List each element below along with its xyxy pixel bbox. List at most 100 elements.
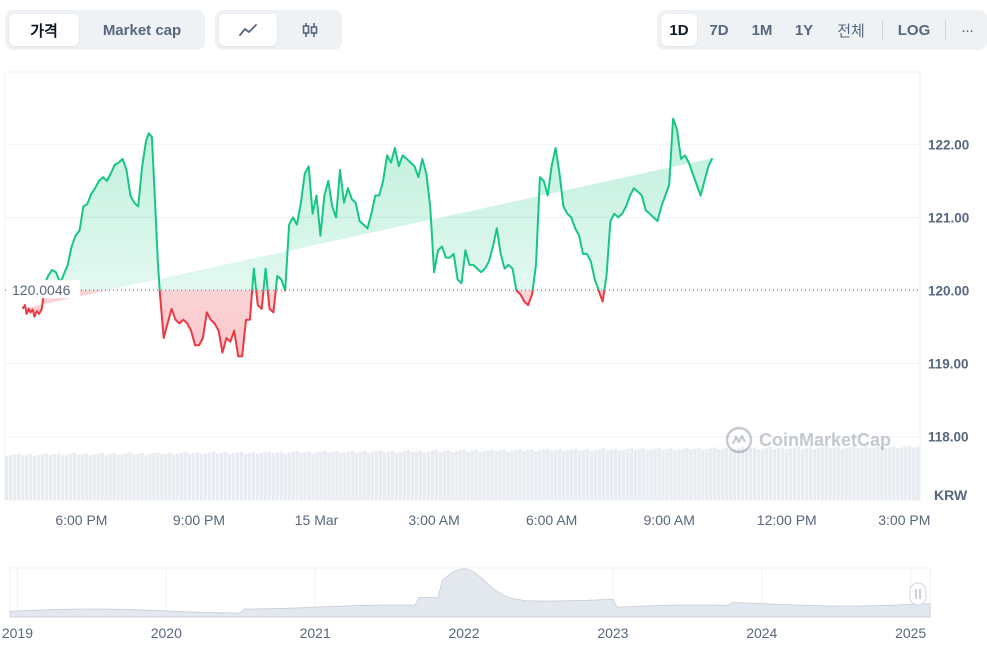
volume-bar <box>414 451 419 500</box>
volume-bar <box>438 451 443 500</box>
volume-bar <box>836 446 840 500</box>
volume-bar <box>323 450 327 500</box>
volume-bar <box>275 452 279 500</box>
volume-bar <box>506 451 510 500</box>
x-tick-label: 15 Mar <box>295 512 339 528</box>
volume-bar <box>653 448 657 500</box>
volume-bar <box>406 450 411 500</box>
volume-bar <box>188 454 192 500</box>
volume-bar <box>64 454 69 500</box>
tab-price[interactable]: 가격 <box>9 14 79 46</box>
volume-bar <box>888 447 892 500</box>
volume-bar <box>872 447 876 500</box>
volume-bar <box>498 450 502 500</box>
volume-bar <box>60 455 65 500</box>
volume-bar <box>900 447 904 500</box>
volume-bar <box>402 450 407 500</box>
volume-bar <box>633 450 637 500</box>
volume-bar <box>176 453 180 500</box>
volume-bar <box>128 452 132 500</box>
volume-bar <box>367 452 371 500</box>
range-1d[interactable]: 1D <box>661 14 697 46</box>
volume-bar <box>390 450 395 500</box>
volume-bar <box>780 447 785 500</box>
overview-navigator[interactable]: 2019 2020 2021 2022 2023 2024 2025 <box>0 560 987 645</box>
volume-bar <box>510 450 514 500</box>
volume-bar <box>168 452 172 500</box>
volume-bar <box>32 455 37 500</box>
volume-bar <box>12 454 17 500</box>
volume-bar <box>554 450 558 500</box>
volume-bar <box>725 447 729 500</box>
range-all[interactable]: 전체 <box>837 22 865 40</box>
volume-bar <box>136 453 140 500</box>
overview-x-tick-label: 2019 <box>2 625 33 641</box>
volume-bar <box>573 448 578 500</box>
volume-bar <box>299 453 303 500</box>
volume-bar <box>641 448 645 500</box>
volume-bar <box>207 452 212 500</box>
volume-bar <box>852 446 856 500</box>
baseline-label-bg <box>8 280 80 299</box>
candlestick-button[interactable] <box>281 14 338 46</box>
volume-bar <box>44 453 49 500</box>
x-tick-label: 12:00 PM <box>757 512 817 528</box>
range-1y[interactable]: 1Y <box>794 21 814 39</box>
volume-bar <box>868 448 872 500</box>
volume-bar <box>434 449 439 500</box>
volume-bar <box>148 453 152 500</box>
volume-bar <box>677 449 681 500</box>
volume-bar <box>343 452 347 500</box>
volume-bar <box>577 450 582 500</box>
volume-bar <box>418 450 423 500</box>
range-7d[interactable]: 7D <box>709 21 729 39</box>
volume-bar <box>657 447 661 500</box>
volume-bar <box>701 449 705 500</box>
volume-bar <box>251 451 256 500</box>
volume-bar <box>223 452 228 500</box>
volume-bar <box>840 448 844 500</box>
volume-bar <box>454 451 458 500</box>
x-tick-label: 3:00 PM <box>878 512 930 528</box>
area-fill-above-baseline <box>44 118 713 291</box>
range-divider <box>882 20 883 40</box>
volume-bar <box>916 446 920 500</box>
volume-bar <box>180 452 184 500</box>
volume-bar <box>502 449 506 500</box>
volume-bar <box>605 450 610 500</box>
y-tick-label: 119.00 <box>928 357 969 372</box>
volume-bar <box>235 452 240 500</box>
overview-range-handle <box>909 582 927 606</box>
volume-bar <box>442 450 446 500</box>
volume-bar <box>184 452 188 500</box>
volume-bar <box>466 451 470 500</box>
log-scale-button[interactable]: LOG <box>897 21 931 39</box>
volume-bar <box>104 454 108 500</box>
volume-bar <box>363 450 367 500</box>
range-1m[interactable]: 1M <box>751 21 773 39</box>
volume-bar <box>756 449 761 500</box>
volume-bar <box>219 452 224 500</box>
volume-bar <box>860 447 864 500</box>
volume-bar <box>382 452 387 500</box>
volume-bar <box>649 449 653 500</box>
volume-bar <box>848 447 852 500</box>
overview-x-tick-label: 2025 <box>895 625 926 641</box>
volume-bar <box>776 448 781 500</box>
volume-bar <box>450 452 454 500</box>
volume-bar <box>796 446 801 500</box>
volume-bar <box>896 448 900 500</box>
line-chart-button[interactable] <box>219 14 277 46</box>
volume-bar <box>705 449 709 500</box>
tab-market-cap[interactable]: Market cap <box>102 21 182 39</box>
volume-bar <box>569 449 574 500</box>
volume-bar <box>303 452 307 500</box>
line-chart-icon <box>239 24 257 36</box>
volume-bar <box>124 453 128 500</box>
volume-bar <box>534 451 538 500</box>
volume-bar <box>804 447 809 500</box>
volume-bar <box>231 453 236 500</box>
more-options-button[interactable]: ··· <box>961 21 974 39</box>
volume-bar <box>315 452 319 500</box>
volume-bar <box>116 455 120 500</box>
